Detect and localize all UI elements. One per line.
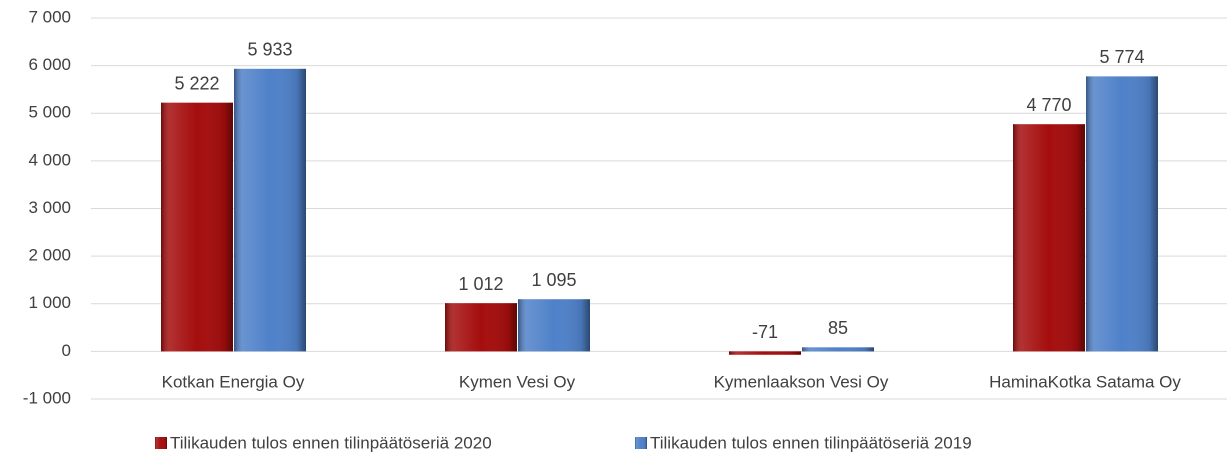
legend-swatch-shade (635, 437, 647, 449)
bar-shade (729, 351, 801, 355)
value-label: 4 770 (1026, 95, 1071, 115)
bar-shade (445, 303, 517, 352)
legend-label: Tilikauden tulos ennen tilinpäätöseriä 2… (650, 433, 972, 452)
bar-shade (161, 102, 233, 352)
x-tick-label: Kymenlaakson Vesi Oy (714, 372, 889, 391)
bar-shade (1086, 76, 1158, 352)
bar-shade (802, 347, 874, 352)
y-tick-label: 7 000 (28, 7, 71, 26)
y-tick-label: 1 000 (28, 293, 71, 312)
value-label: 5 774 (1099, 47, 1144, 67)
y-tick-label: 3 000 (28, 198, 71, 217)
value-label: 85 (828, 318, 848, 338)
y-tick-label: 0 (62, 341, 71, 360)
bar-shade (234, 68, 306, 352)
y-tick-label: 4 000 (28, 150, 71, 169)
y-tick-label: 5 000 (28, 103, 71, 122)
y-tick-label: 6 000 (28, 55, 71, 74)
x-tick-label: Kymen Vesi Oy (459, 372, 576, 391)
legend-swatch-shade (155, 437, 167, 449)
value-label: 1 095 (531, 270, 576, 290)
bar-shade (1013, 124, 1085, 352)
value-label: -71 (752, 322, 778, 342)
legend-label: Tilikauden tulos ennen tilinpäätöseriä 2… (170, 433, 492, 452)
bar-shade (518, 299, 590, 352)
x-tick-label: HaminaKotka Satama Oy (989, 372, 1181, 391)
value-label: 1 012 (458, 274, 503, 294)
value-label: 5 222 (174, 73, 219, 93)
x-tick-label: Kotkan Energia Oy (162, 372, 305, 391)
y-tick-label: 2 000 (28, 246, 71, 265)
y-tick-label: -1 000 (23, 388, 71, 407)
value-label: 5 933 (247, 40, 292, 60)
